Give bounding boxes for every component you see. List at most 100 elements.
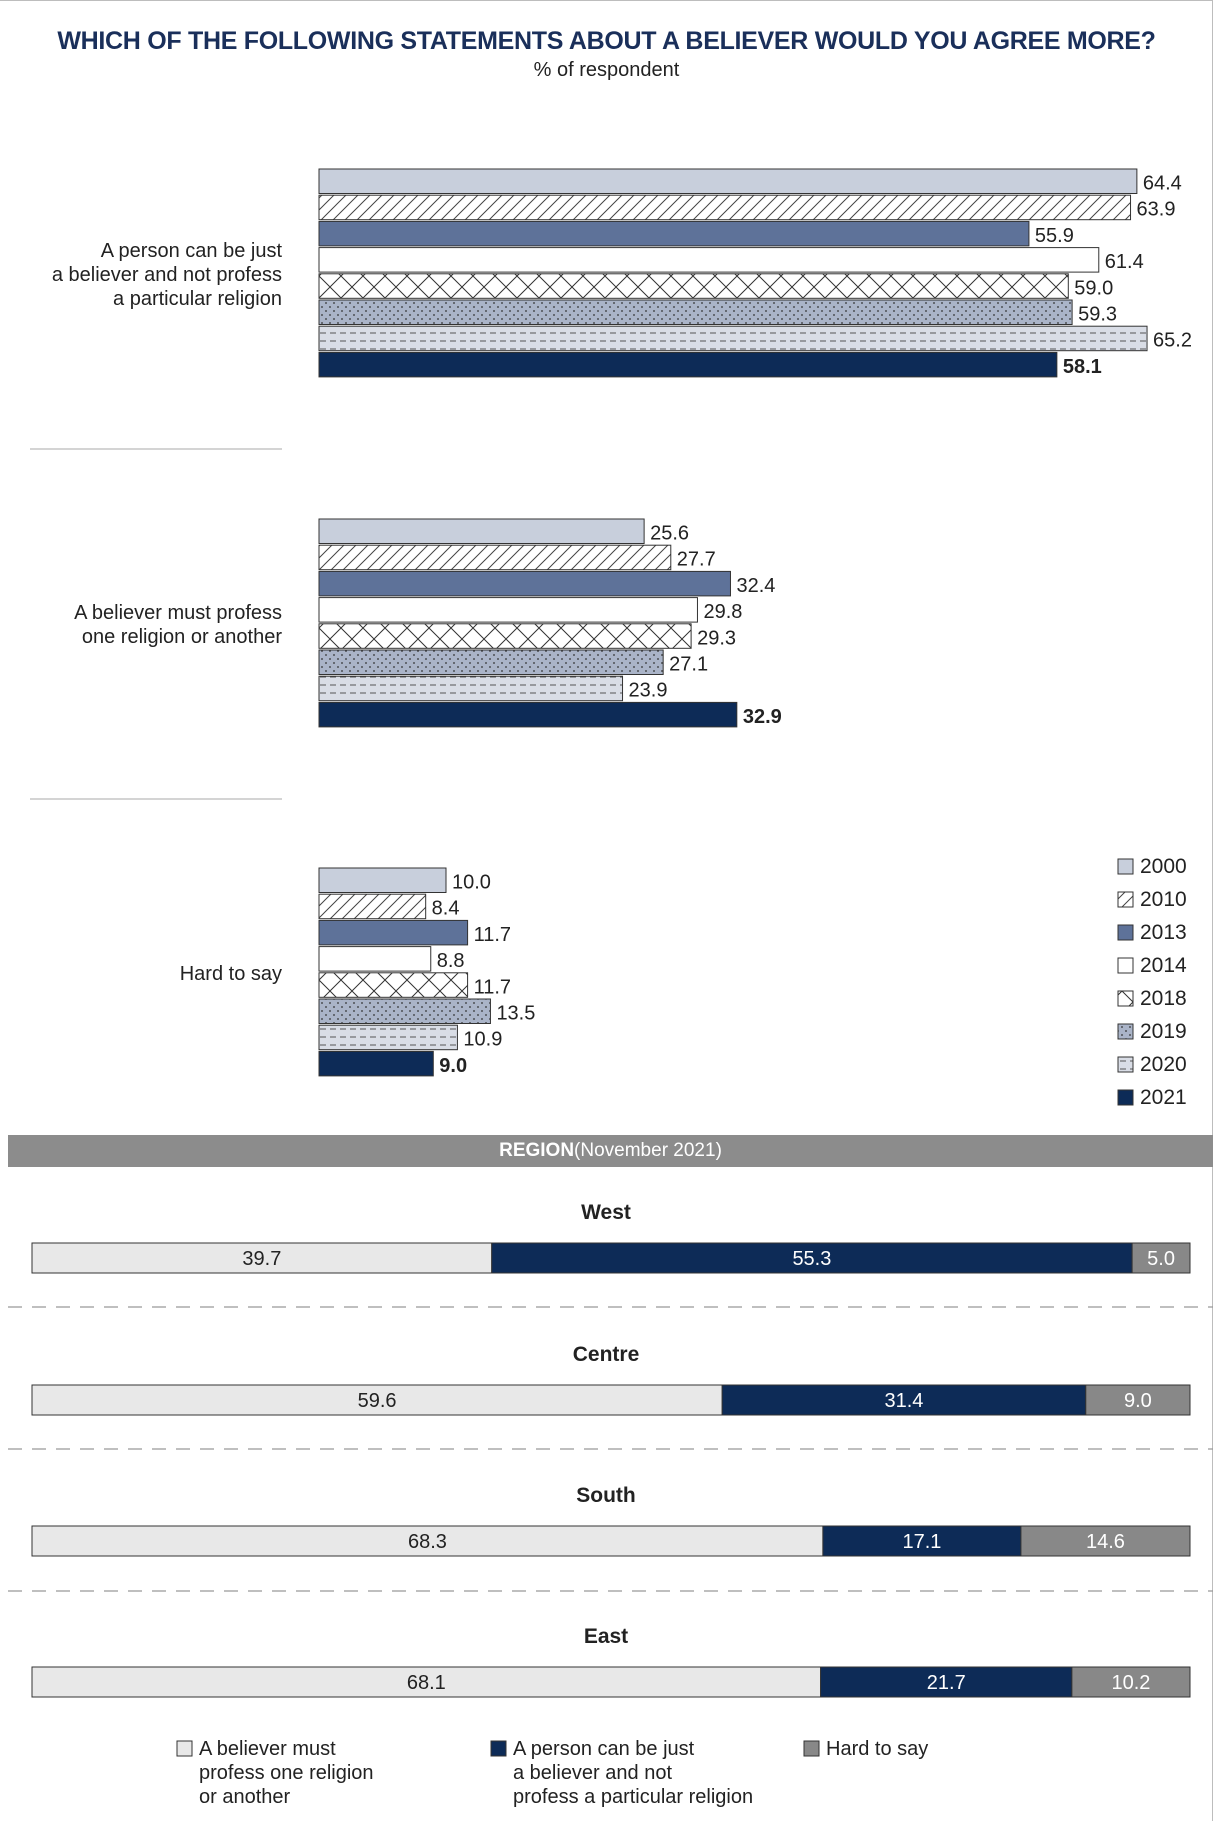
legend-swatch: [1117, 1056, 1134, 1073]
legend-swatch: [1117, 1089, 1134, 1106]
category-label: A person can be just: [101, 240, 283, 262]
bar: [318, 544, 672, 571]
segment-label: 55.3: [792, 1248, 831, 1270]
category-label: A believer must profess: [74, 602, 282, 624]
data-label: 10.0: [452, 872, 491, 894]
legend-swatch: [1117, 1023, 1134, 1040]
bar: [318, 998, 491, 1024]
data-label: 25.6: [650, 523, 689, 545]
region-header-label: REGION: [499, 1140, 575, 1161]
data-label: 32.4: [736, 575, 775, 597]
data-label: 59.3: [1078, 304, 1117, 326]
region-name: Centre: [573, 1343, 640, 1366]
region-header: REGION(November 2021): [8, 1135, 1213, 1167]
bar: [318, 351, 1058, 378]
segment-label: 21.7: [927, 1672, 966, 1694]
legend-label: 2014: [1140, 954, 1187, 977]
legend-swatch: [176, 1740, 193, 1757]
legend-swatch: [803, 1740, 820, 1757]
bar: [318, 194, 1132, 221]
bar: [318, 972, 469, 998]
stacked-segment: [721, 1384, 1087, 1416]
bar: [318, 1024, 458, 1051]
legend-label: 2000: [1140, 855, 1187, 878]
data-label: 64.4: [1143, 173, 1182, 195]
data-label: 63.9: [1137, 199, 1176, 221]
legend-label: 2013: [1140, 921, 1187, 944]
bar: [318, 168, 1138, 194]
segment-label: 39.7: [242, 1248, 281, 1270]
legend-label: 2020: [1140, 1053, 1187, 1076]
segment-label: 14.6: [1086, 1531, 1125, 1553]
stacked-segment: [31, 1525, 824, 1557]
data-label: 32.9: [743, 706, 782, 728]
data-label: 59.0: [1074, 277, 1113, 299]
bar: [318, 299, 1073, 325]
data-label: 9.0: [439, 1055, 467, 1077]
legend-label: a believer and not: [513, 1762, 672, 1784]
region-header-note: (November 2021): [574, 1140, 722, 1161]
bar: [318, 701, 738, 728]
legend-label: 2018: [1140, 987, 1187, 1010]
legend-label: Hard to say: [826, 1738, 928, 1760]
data-label: 13.5: [496, 1003, 535, 1025]
segment-label: 10.2: [1111, 1672, 1150, 1694]
bar: [318, 220, 1030, 247]
segment-label: 31.4: [885, 1390, 924, 1412]
category-label: one religion or another: [82, 626, 282, 648]
stacked-segment: [491, 1242, 1133, 1274]
data-label: 27.1: [669, 654, 708, 676]
data-label: 58.1: [1063, 356, 1102, 378]
legend-label: profess a particular religion: [513, 1786, 753, 1808]
region-name: West: [581, 1201, 631, 1224]
stacked-segment: [1020, 1525, 1191, 1557]
legend-label: A believer must: [199, 1738, 336, 1760]
segment-label: 5.0: [1147, 1248, 1175, 1270]
data-label: 29.8: [703, 601, 742, 623]
segment-label: 59.6: [358, 1390, 397, 1412]
region-name: South: [576, 1484, 635, 1507]
stacked-segment: [820, 1666, 1073, 1698]
data-label: 23.9: [629, 680, 668, 702]
legend-label: 2010: [1140, 888, 1187, 911]
bar: [318, 867, 447, 893]
legend-swatch: [1117, 891, 1134, 908]
bar: [318, 273, 1069, 299]
category-label: Hard to say: [180, 963, 282, 985]
stacked-segment: [1131, 1242, 1191, 1274]
bar: [318, 675, 624, 702]
legend-label: profess one religion: [199, 1762, 374, 1784]
bar: [318, 597, 698, 623]
bar: [318, 919, 469, 946]
data-label: 8.8: [437, 950, 465, 972]
data-label: 61.4: [1105, 251, 1144, 273]
data-label: 8.4: [432, 898, 460, 920]
legend-swatch: [1117, 924, 1134, 941]
stacked-segment: [822, 1525, 1022, 1557]
stacked-segment: [1071, 1666, 1191, 1698]
bar: [318, 893, 427, 920]
bar: [318, 325, 1148, 352]
bar: [318, 1050, 434, 1077]
bar: [318, 570, 731, 597]
region-name: East: [584, 1625, 628, 1648]
legend-swatch: [1117, 957, 1134, 974]
data-label: 29.3: [697, 627, 736, 649]
legend-label: or another: [199, 1786, 291, 1808]
data-label: 11.7: [474, 976, 511, 998]
segment-label: 68.1: [407, 1672, 446, 1694]
stacked-segment: [1085, 1384, 1191, 1416]
legend-label: 2021: [1140, 1086, 1187, 1109]
legend-swatch: [490, 1740, 507, 1757]
data-label: 55.9: [1035, 225, 1074, 247]
data-label: 11.7: [474, 924, 511, 946]
bar: [318, 247, 1100, 273]
bar: [318, 623, 692, 649]
bar: [318, 649, 664, 675]
legend-swatch: [1117, 990, 1134, 1007]
segment-label: 17.1: [902, 1531, 941, 1553]
category-label: a particular religion: [113, 288, 282, 310]
data-label: 27.7: [677, 549, 716, 571]
